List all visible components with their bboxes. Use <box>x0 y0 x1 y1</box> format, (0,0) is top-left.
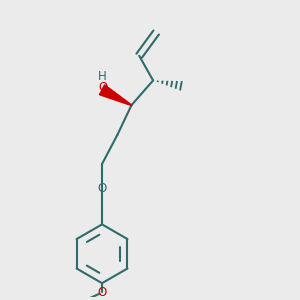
Text: O: O <box>98 81 107 94</box>
Text: H: H <box>98 70 106 83</box>
Text: O: O <box>98 182 107 195</box>
Polygon shape <box>99 85 132 106</box>
Text: O: O <box>98 286 107 299</box>
